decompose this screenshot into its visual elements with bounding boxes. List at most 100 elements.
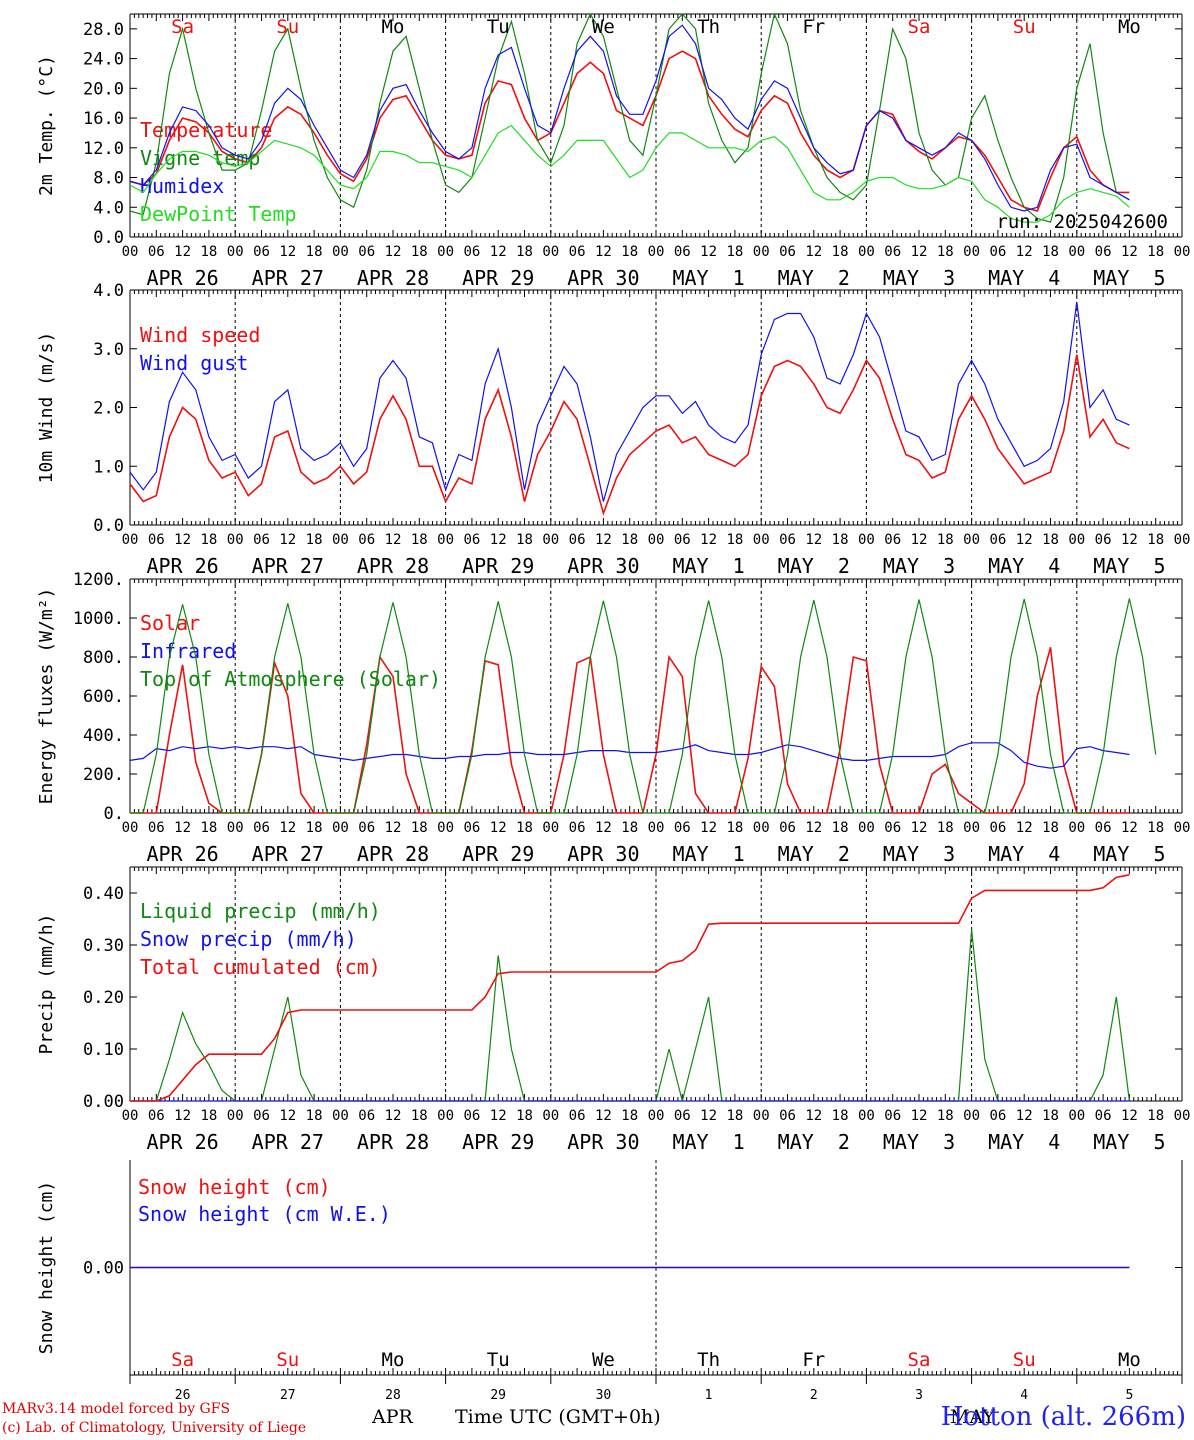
chart-panel-4: 0.00 0.10 0.20 0.30 0.40 Precip (mm/h) 00 06 12 1… [36,866,1190,1154]
series-line-temperature [129,50,1130,212]
x-tick-label: 18 [411,820,428,836]
day-number: 29 [490,1388,506,1403]
x-tick-label: 06 [989,820,1006,836]
x-tick-label: 00 [1174,532,1191,548]
x-tick-label: 18 [516,244,533,260]
date-label: MAY 2 [778,554,850,578]
date-label: APR 30 [567,266,639,290]
x-tick-label: 06 [253,244,270,260]
date-label: APR 29 [462,266,534,290]
date-label: APR 26 [146,1130,218,1154]
day-number: 26 [175,1388,191,1403]
date-label: MAY 4 [988,554,1060,578]
x-tick-label: 00 [542,532,559,548]
x-tick-label: 18 [621,532,638,548]
date-label: APR 30 [567,842,639,866]
x-tick-label: 06 [463,1108,480,1124]
x-tick-label: 06 [1095,820,1112,836]
y-tick-label: 200. [83,765,124,785]
day-name-top: Tu [487,16,510,38]
x-tick-label: 00 [122,1108,139,1124]
day-name-bottom: Sa [171,1349,194,1371]
x-tick-label: 00 [437,1108,454,1124]
y-tick-label: 3.0 [93,340,124,360]
legend-entry: Total cumulated (cm) [140,955,381,979]
day-name-bottom: Sa [908,1349,931,1371]
x-tick-label: 18 [726,532,743,548]
legend-entry: Snow height (cm W.E.) [138,1202,391,1226]
x-tick-label: 00 [1174,820,1191,836]
x-tick-label: 12 [911,244,928,260]
day-name-top: Fr [802,16,825,38]
x-tick-label: 06 [569,244,586,260]
x-tick-label: 12 [279,820,296,836]
x-tick-label: 12 [385,820,402,836]
date-label: MAY 2 [778,842,850,866]
x-tick-label: 12 [1016,1108,1033,1124]
x-tick-label: 12 [1121,1108,1138,1124]
date-label: APR 28 [357,554,429,578]
x-tick-label: 18 [411,244,428,260]
x-tick-label: 00 [227,244,244,260]
x-tick-label: 00 [963,820,980,836]
x-tick-label: 12 [700,820,717,836]
date-label: MAY 2 [778,266,850,290]
x-tick-label: 18 [621,1108,638,1124]
x-tick-label: 06 [884,244,901,260]
date-label: MAY 5 [1093,842,1165,866]
series-line-vigne-temp [129,12,1130,223]
date-label: APR 28 [357,842,429,866]
x-tick-label: 12 [595,532,612,548]
date-label: MAY 4 [988,1130,1060,1154]
x-tick-label: 06 [463,244,480,260]
y-tick-label: 800. [83,648,124,668]
x-tick-label: 18 [306,244,323,260]
x-tick-label: 12 [1121,820,1138,836]
x-tick-label: 06 [569,1108,586,1124]
x-tick-label: 00 [963,532,980,548]
x-tick-label: 12 [279,244,296,260]
day-number: 30 [596,1388,612,1403]
series-line-wind-gust [129,301,1130,502]
y-axis-title: 2m Temp. (°C) [36,55,57,196]
legend-entry: Snow height (cm) [138,1175,331,1199]
date-label: APR 26 [146,266,218,290]
day-name-bottom: Tu [487,1349,510,1371]
x-tick-label: 06 [148,1108,165,1124]
day-name-bottom: Mo [1118,1349,1141,1371]
x-tick-label: 12 [279,1108,296,1124]
x-tick-label: 00 [227,532,244,548]
x-tick-label: 06 [779,1108,796,1124]
y-tick-label: 0.20 [83,988,124,1008]
x-tick-label: 00 [332,1108,349,1124]
x-tick-label: 18 [621,244,638,260]
x-tick-label: 18 [200,532,217,548]
x-tick-label: 06 [989,244,1006,260]
legend-entry: Snow precip (mm/h) [140,927,357,951]
x-tick-label: 06 [148,244,165,260]
chart-panel-3: 0. 200. 400. 600. 800. 1000. 1200. Energy fluxe… [36,570,1190,866]
x-tick-label: 12 [490,244,507,260]
x-tick-label: 06 [674,532,691,548]
x-tick-label: 06 [884,820,901,836]
x-tick-label: 12 [279,532,296,548]
date-label: APR 27 [252,1130,324,1154]
y-axis-title: 10m Wind (m/s) [36,332,57,484]
x-tick-label: 06 [674,244,691,260]
date-label: MAY 2 [778,1130,850,1154]
y-axis-title: Precip (mm/h) [36,914,57,1055]
day-name-bottom: Su [1013,1349,1036,1371]
x-tick-label: 12 [174,1108,191,1124]
model-credit: MARv3.14 model forced by GFS [2,1401,231,1417]
x-tick-label: 06 [779,244,796,260]
x-tick-label: 00 [963,1108,980,1124]
x-tick-label: 12 [700,244,717,260]
x-tick-label: 00 [753,532,770,548]
x-tick-label: 06 [358,244,375,260]
x-tick-label: 00 [648,820,665,836]
x-tick-label: 06 [1095,244,1112,260]
x-tick-label: 12 [911,820,928,836]
day-number: 3 [915,1388,923,1403]
day-name-top: We [592,16,615,38]
